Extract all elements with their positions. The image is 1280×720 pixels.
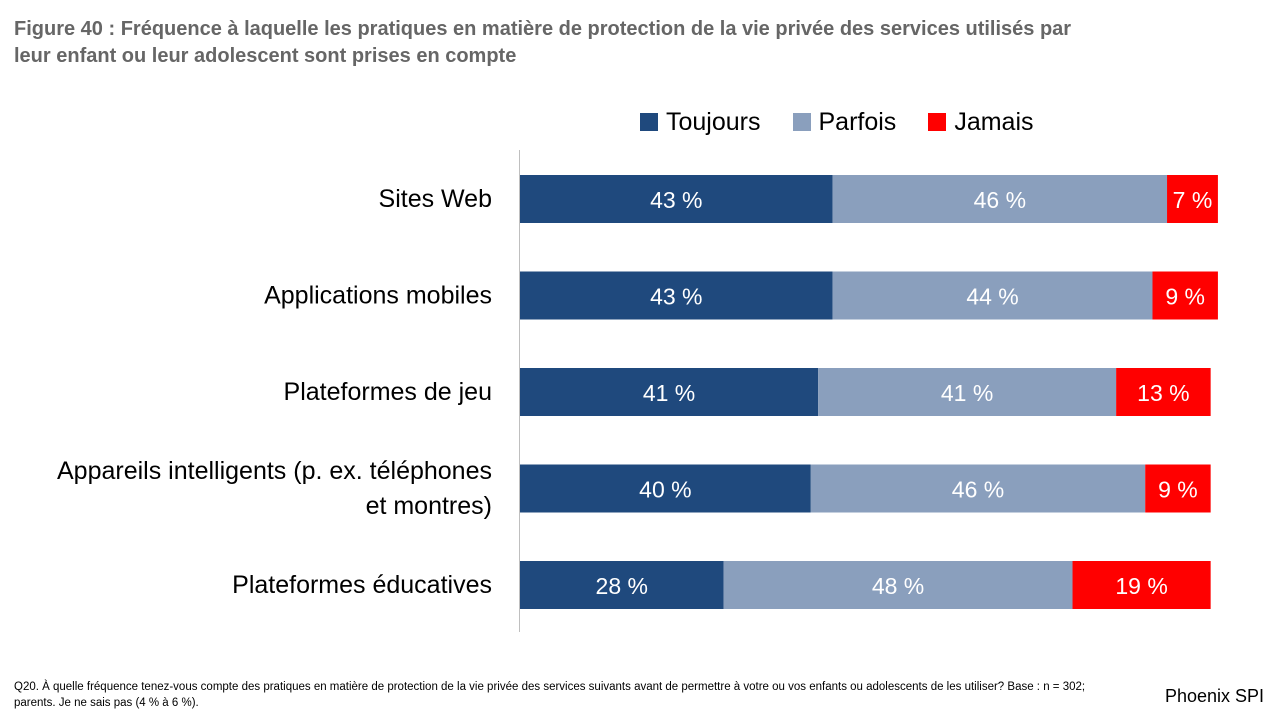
bar-segment-parfois bbox=[832, 271, 1153, 320]
category-label: Plateformes éducatives bbox=[232, 571, 492, 599]
legend-label-toujours: Toujours bbox=[666, 107, 761, 136]
bar-segment-toujours bbox=[520, 175, 833, 223]
data-label-jamais: 19 % bbox=[1115, 573, 1167, 599]
bar-segment-jamais bbox=[1072, 561, 1211, 609]
legend-item-toujours: Toujours bbox=[640, 108, 761, 137]
chart-legend: Toujours Parfois Jamais bbox=[640, 104, 1066, 140]
data-label-jamais: 7 % bbox=[1173, 187, 1213, 213]
data-label-toujours: 43 % bbox=[650, 187, 702, 213]
data-label-parfois: 46 % bbox=[974, 187, 1026, 213]
category-label: Plateformes de jeu bbox=[284, 378, 492, 406]
bar-segment-toujours bbox=[520, 464, 811, 513]
category-label: et montres) bbox=[366, 492, 492, 520]
legend-label-parfois: Parfois bbox=[818, 107, 897, 136]
data-label-toujours: 28 % bbox=[596, 573, 648, 599]
legend-swatch-jamais bbox=[928, 113, 947, 131]
bar-segment-toujours bbox=[520, 271, 833, 320]
footnote-line-1: Q20. À quelle fréquence tenez-vous compt… bbox=[14, 681, 1086, 693]
data-label-parfois: 48 % bbox=[872, 573, 924, 599]
data-label-jamais: 9 % bbox=[1165, 284, 1205, 310]
data-label-parfois: 44 % bbox=[966, 284, 1018, 310]
legend-label-jamais: Jamais bbox=[954, 107, 1034, 136]
data-label-jamais: 13 % bbox=[1137, 380, 1189, 406]
brand-label: Phoenix SPI bbox=[1160, 686, 1264, 707]
data-label-toujours: 41 % bbox=[643, 380, 695, 406]
legend-item-jamais: Jamais bbox=[928, 107, 1034, 137]
bar-segment-jamais bbox=[1167, 175, 1218, 223]
legend-swatch-toujours bbox=[640, 113, 658, 131]
category-label: Appareils intelligents (p. ex. téléphone… bbox=[57, 457, 492, 485]
data-label-toujours: 40 % bbox=[639, 477, 691, 503]
data-label-toujours: 43 % bbox=[650, 284, 702, 310]
bar-segment-jamais bbox=[1116, 368, 1211, 416]
footnote: Q20. À quelle fréquence tenez-vous compt… bbox=[14, 679, 1276, 711]
bar-segment-parfois bbox=[818, 368, 1117, 416]
footnote-line-2: parents. Je ne sais pas (4 % à 6 %). bbox=[14, 697, 199, 709]
data-label-parfois: 41 % bbox=[941, 380, 993, 406]
bar-segment-toujours bbox=[520, 368, 819, 416]
chart-title-line-2: leur enfant ou leur adolescent sont pris… bbox=[14, 45, 517, 67]
category-label: Applications mobiles bbox=[264, 282, 492, 310]
legend-swatch-parfois bbox=[792, 113, 811, 131]
bar-segment-parfois bbox=[832, 175, 1168, 223]
bar-segment-jamais bbox=[1152, 271, 1218, 320]
category-label: Sites Web bbox=[379, 185, 492, 213]
legend-item-parfois: Parfois bbox=[792, 107, 897, 137]
bar-segment-toujours bbox=[520, 561, 724, 609]
bar-segment-parfois bbox=[810, 464, 1146, 513]
data-label-parfois: 46 % bbox=[952, 477, 1004, 503]
chart-title-line-1: Figure 40 : Fréquence à laquelle les pra… bbox=[14, 18, 1072, 40]
bar-segment-parfois bbox=[723, 561, 1073, 609]
chart-title: Figure 40 : Fréquence à laquelle les pra… bbox=[14, 16, 1134, 70]
bar-segment-jamais bbox=[1145, 464, 1211, 513]
data-label-jamais: 9 % bbox=[1158, 477, 1198, 503]
